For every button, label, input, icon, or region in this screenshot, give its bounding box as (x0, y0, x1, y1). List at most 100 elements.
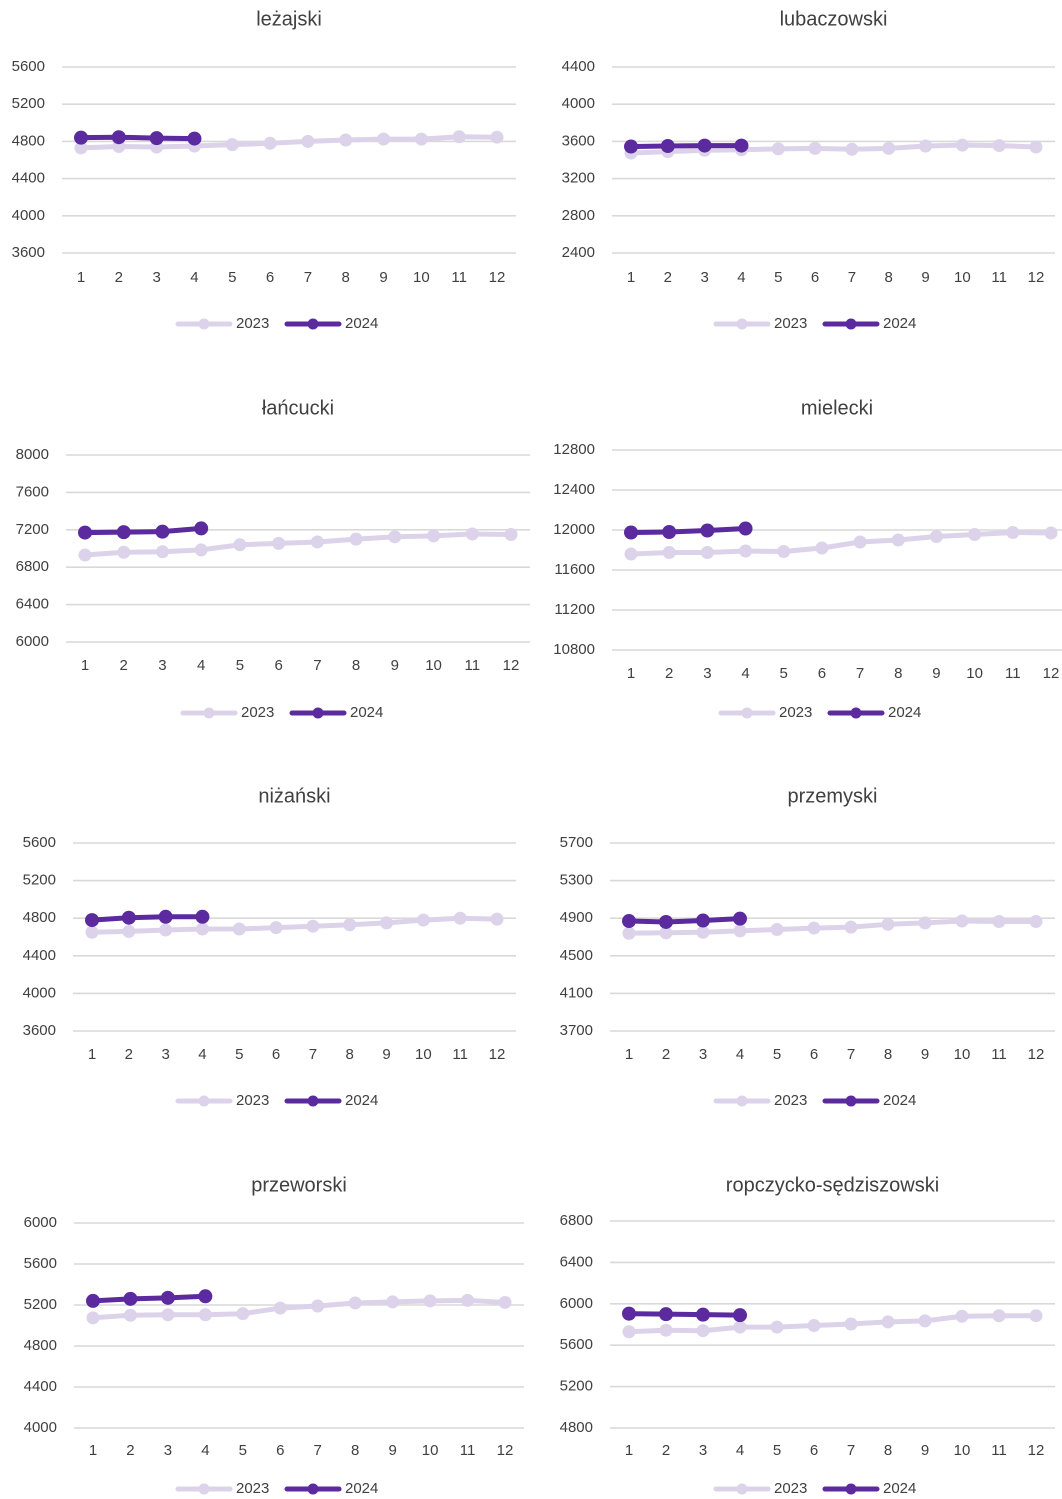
data-point-2023 (388, 530, 402, 544)
x-tick-label: 5 (774, 269, 782, 286)
y-tick-label: 3700 (560, 1022, 593, 1039)
data-point-2023 (955, 914, 969, 928)
legend-swatch-marker (736, 1095, 748, 1107)
chart-title: łańcucki (262, 397, 334, 419)
data-point-2023 (808, 141, 822, 155)
data-point-2024 (85, 913, 99, 928)
legend-item-2023: 2023 (713, 1092, 807, 1109)
x-tick-label: 4 (201, 1442, 209, 1459)
x-tick-label: 1 (627, 665, 635, 682)
data-point-2023 (465, 527, 479, 541)
legend-item-2023: 2023 (175, 315, 269, 332)
x-tick-label: 1 (89, 1442, 97, 1459)
legend-swatch-marker (850, 707, 862, 719)
x-tick-label: 5 (773, 1046, 781, 1063)
data-point-2023 (74, 141, 88, 155)
series-line-2024 (89, 914, 205, 923)
data-point-2023 (770, 1320, 784, 1334)
x-tick-label: 5 (780, 665, 788, 682)
y-tick-label: 5300 (560, 872, 593, 889)
x-tick-label: 7 (847, 1442, 855, 1459)
legend-swatch-marker (198, 1483, 210, 1495)
x-tick-label: 12 (1043, 665, 1060, 682)
series-line-2024 (628, 526, 749, 535)
x-tick-label: 12 (489, 269, 506, 286)
legend-label: 2024 (883, 315, 916, 332)
legend-label: 2023 (774, 315, 807, 332)
x-tick-label: 10 (413, 269, 430, 286)
x-tick-label: 2 (662, 1046, 670, 1063)
x-tick-label: 8 (885, 269, 893, 286)
y-tick-label: 4400 (23, 947, 56, 964)
data-point-2024 (697, 138, 712, 153)
data-point-2024 (733, 911, 747, 926)
data-point-2023 (844, 1317, 858, 1331)
data-point-2023 (414, 132, 428, 146)
x-tick-label: 6 (810, 1442, 818, 1459)
y-tick-label: 6000 (24, 1214, 57, 1231)
y-tick-label: 12800 (553, 441, 595, 458)
data-point-2023 (269, 921, 283, 935)
y-tick-label: 12400 (553, 481, 595, 498)
data-point-2023 (968, 528, 982, 541)
data-point-2023 (1044, 526, 1058, 540)
x-tick-label: 9 (921, 1442, 929, 1459)
data-point-2024 (160, 1290, 175, 1305)
x-tick-label: 11 (1005, 665, 1021, 682)
chart-title: ropczycko-sędziszowski (726, 1174, 939, 1196)
data-point-2023 (882, 141, 896, 155)
data-point-2023 (272, 536, 286, 550)
x-tick-label: 5 (235, 1046, 243, 1063)
x-tick-label: 4 (198, 1046, 206, 1063)
legend-item-2024: 2024 (822, 1480, 916, 1497)
legend-swatch-marker (198, 318, 210, 330)
data-point-2023 (624, 547, 638, 561)
legend-label: 2024 (350, 704, 383, 721)
data-point-2024 (194, 521, 209, 536)
y-tick-label: 4400 (24, 1378, 57, 1395)
y-tick-label: 2800 (562, 207, 595, 224)
data-point-2023 (1029, 1309, 1043, 1323)
x-tick-label: 8 (894, 665, 902, 682)
x-tick-label: 8 (884, 1046, 892, 1063)
x-tick-label: 3 (158, 657, 166, 674)
x-tick-label: 9 (388, 1442, 396, 1459)
legend-label: 2024 (345, 1480, 378, 1497)
x-tick-label: 6 (272, 1046, 280, 1063)
legend-item-2024: 2024 (822, 1092, 916, 1109)
data-point-2023 (919, 139, 933, 153)
y-tick-label: 6800 (560, 1212, 593, 1229)
series-line-2023 (626, 1313, 1039, 1335)
data-point-2024 (622, 914, 636, 929)
x-tick-label: 9 (382, 1046, 390, 1063)
y-tick-label: 5600 (560, 1336, 593, 1353)
data-point-2023 (349, 532, 363, 546)
data-point-2024 (78, 525, 92, 540)
legend-swatch-marker (307, 1483, 319, 1495)
data-point-2023 (273, 1301, 287, 1315)
series-line-2024 (626, 1311, 743, 1318)
data-point-2023 (423, 1294, 437, 1308)
legend-item-2024: 2024 (284, 315, 378, 332)
data-point-2023 (696, 925, 710, 939)
data-point-2023 (85, 925, 99, 939)
data-point-2023 (504, 527, 518, 541)
legend-label: 2024 (345, 315, 378, 332)
legend-label: 2023 (774, 1480, 807, 1497)
y-tick-label: 11200 (554, 601, 595, 618)
y-tick-label: 8000 (16, 446, 49, 463)
data-point-2023 (232, 922, 246, 936)
x-tick-label: 11 (991, 1046, 1007, 1063)
x-tick-label: 8 (884, 1442, 892, 1459)
x-tick-label: 12 (1028, 269, 1045, 286)
data-point-2023 (845, 142, 859, 156)
data-point-2023 (311, 1299, 325, 1313)
data-point-2024 (123, 1291, 138, 1306)
x-tick-label: 9 (391, 657, 399, 674)
data-point-2023 (348, 1296, 362, 1310)
data-point-2024 (696, 913, 710, 928)
x-tick-label: 7 (847, 1046, 855, 1063)
x-tick-label: 2 (665, 665, 673, 682)
data-point-2023 (891, 533, 905, 547)
x-tick-label: 7 (304, 269, 312, 286)
